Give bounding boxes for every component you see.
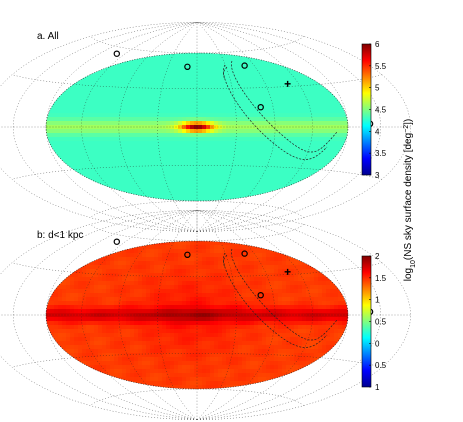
colorbar-tick-label: 5.5 bbox=[375, 62, 387, 71]
track bbox=[223, 252, 328, 348]
panel-near bbox=[0, 210, 411, 420]
meridian bbox=[196, 22, 382, 232]
meridian bbox=[196, 210, 382, 420]
plus-marker bbox=[284, 268, 291, 275]
parallel bbox=[90, 36, 304, 54]
source-marker bbox=[184, 251, 191, 258]
source-marker bbox=[257, 292, 264, 299]
parallel bbox=[12, 262, 382, 277]
graticule-0 bbox=[0, 22, 411, 232]
colorbar-tick-label: 0.5 bbox=[375, 318, 387, 327]
colorbar-tick-label: 1 bbox=[375, 296, 380, 305]
source-marker bbox=[241, 250, 248, 257]
track bbox=[231, 60, 338, 153]
colorbar-tick-label: 3 bbox=[375, 171, 380, 180]
track bbox=[231, 248, 338, 341]
meridian bbox=[196, 210, 313, 420]
colorbar-tick-label: 3.5 bbox=[375, 149, 387, 158]
meridian bbox=[196, 22, 313, 232]
colorbar-tick-label: 4 bbox=[375, 127, 380, 136]
colorbar-tick-label: 0.5 bbox=[375, 361, 387, 370]
colorbar-tick-label: 5 bbox=[375, 84, 380, 93]
source-marker bbox=[113, 50, 121, 57]
panel-label: b: d<1 kpc bbox=[37, 230, 83, 241]
colorbar-tick-label: 2 bbox=[375, 252, 380, 261]
track bbox=[223, 66, 228, 80]
colorbar-tick-label: 1 bbox=[375, 383, 380, 392]
source-marker bbox=[184, 63, 191, 71]
source-marker bbox=[241, 62, 248, 69]
source-marker bbox=[257, 103, 264, 111]
parallel bbox=[90, 200, 304, 218]
colorbar-title: log10(NS sky surface density [deg−2]) bbox=[403, 119, 417, 282]
colorbar-tick-label: 1.5 bbox=[375, 274, 387, 283]
parallel bbox=[12, 165, 382, 180]
colorbar-tick-label: 0 bbox=[375, 339, 380, 348]
sky-outline bbox=[45, 52, 349, 202]
panel-all bbox=[0, 22, 411, 232]
graticule-1 bbox=[0, 210, 411, 420]
parallel bbox=[12, 353, 382, 368]
meridian bbox=[0, 210, 198, 420]
track bbox=[223, 254, 228, 268]
sky-outline bbox=[45, 240, 349, 390]
source-marker bbox=[113, 238, 121, 245]
sky-map-0 bbox=[46, 53, 348, 201]
meridian bbox=[0, 22, 198, 232]
colorbar-tick-label: 4.5 bbox=[375, 106, 387, 115]
plus-marker bbox=[284, 80, 291, 87]
tracks-1 bbox=[223, 248, 338, 348]
colorbar-tick-label: 6 bbox=[375, 40, 380, 49]
parallel bbox=[12, 74, 382, 89]
parallel bbox=[90, 224, 304, 242]
panel-label: a. All bbox=[37, 31, 59, 42]
markers-0 bbox=[113, 50, 374, 128]
parallel bbox=[90, 388, 304, 406]
tracks-0 bbox=[223, 60, 338, 160]
track bbox=[223, 64, 328, 160]
